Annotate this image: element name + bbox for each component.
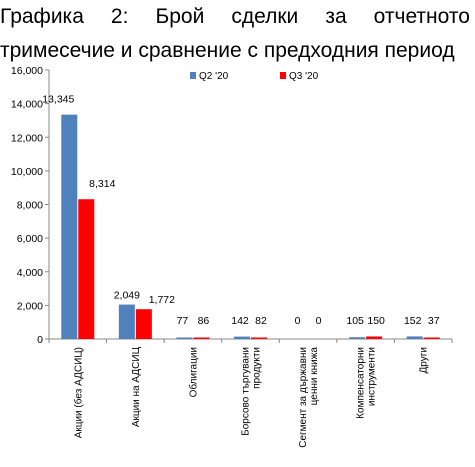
axes: 02,0004,0006,0008,00010,00012,00014,0001… — [11, 65, 453, 346]
category-label-line: инструменти — [367, 347, 378, 406]
category-label-line: продукти — [252, 347, 263, 389]
y-tick-label: 8,000 — [17, 200, 43, 212]
data-label: 13,345 — [42, 94, 74, 106]
category-label: Компенсаторни инструменти — [356, 347, 378, 419]
legend-label: Q3 '20 — [289, 71, 319, 82]
y-tick-label: 10,000 — [11, 166, 43, 178]
bar — [78, 199, 95, 339]
category-label-line: Акции на АДСИЦ — [131, 346, 142, 427]
title-line-2: тримесечие и сравнение с предходния пери… — [0, 39, 455, 62]
bar — [406, 336, 423, 339]
category-label-line: Други — [419, 347, 430, 373]
y-tick-label: 14,000 — [11, 99, 43, 111]
category-label: Борсово търгувани продукти — [241, 347, 263, 436]
category-labels: Акции (без АДСИЦ) Акции на АДСИЦ Облигации… — [72, 346, 429, 447]
data-label: 37 — [428, 315, 440, 327]
bar — [251, 337, 267, 339]
data-label: 2,049 — [114, 290, 140, 302]
category-label: Акции на АДСИЦ — [131, 346, 142, 427]
y-tick-label: 16,000 — [11, 65, 43, 77]
bar-chart: 02,0004,0006,0008,00010,00012,00014,0001… — [11, 65, 453, 448]
title-word: отчетното — [373, 5, 470, 28]
chart-title: Графика 2: Брой сделки за отчетното трим… — [0, 0, 470, 68]
category-label-line: Сегмент за държавни — [298, 347, 309, 448]
category-label-line: Облигации — [187, 347, 199, 397]
category-label-line: Акции (без АДСИЦ) — [72, 347, 84, 438]
bars — [61, 114, 440, 339]
title-word: Брой — [155, 5, 205, 28]
data-label: 152 — [404, 315, 422, 327]
bar — [118, 304, 135, 339]
category-label: Акции (без АДСИЦ) — [72, 347, 84, 438]
bar — [135, 309, 152, 339]
data-label: 142 — [231, 315, 249, 327]
title-word: сделки — [231, 5, 299, 28]
category-label-line: Компенсаторни — [356, 347, 367, 419]
data-label: 8,314 — [89, 178, 115, 190]
data-label: 0 — [316, 315, 322, 327]
y-tick-label: 2,000 — [17, 300, 43, 312]
bar — [193, 337, 210, 339]
bar — [366, 336, 383, 339]
category-label-line: ценни книжа — [309, 347, 320, 406]
bar — [423, 337, 440, 339]
data-label: 0 — [295, 315, 301, 327]
bar — [176, 337, 193, 339]
data-label: 150 — [367, 315, 385, 327]
data-label: 105 — [346, 315, 364, 327]
legend-label: Q2 '20 — [199, 71, 229, 82]
y-tick-label: 6,000 — [17, 233, 43, 245]
data-label: 82 — [255, 315, 267, 327]
title-word: 2: — [110, 5, 129, 28]
bar — [61, 114, 78, 339]
legend: Q2 '20 Q3 '20 — [190, 71, 319, 82]
category-label: Други — [419, 347, 430, 373]
title-line-1: Графика 2: Брой сделки за отчетното — [0, 0, 470, 34]
y-tick-label: 0 — [37, 334, 43, 346]
legend-swatch — [190, 72, 196, 79]
category-label: Сегмент за държавни ценни книжа — [298, 347, 320, 448]
category-label-line: Борсово търгувани — [241, 347, 252, 436]
title-word: Графика — [0, 5, 84, 28]
data-label: 77 — [177, 315, 189, 327]
category-label: Облигации — [187, 347, 199, 397]
legend-swatch — [280, 72, 286, 79]
data-label: 1,772 — [149, 294, 175, 306]
bar — [234, 336, 250, 339]
bar — [349, 337, 366, 339]
title-word: за — [325, 5, 347, 28]
data-label: 86 — [198, 315, 210, 327]
y-tick-label: 12,000 — [11, 132, 43, 144]
y-tick-label: 4,000 — [17, 267, 43, 279]
